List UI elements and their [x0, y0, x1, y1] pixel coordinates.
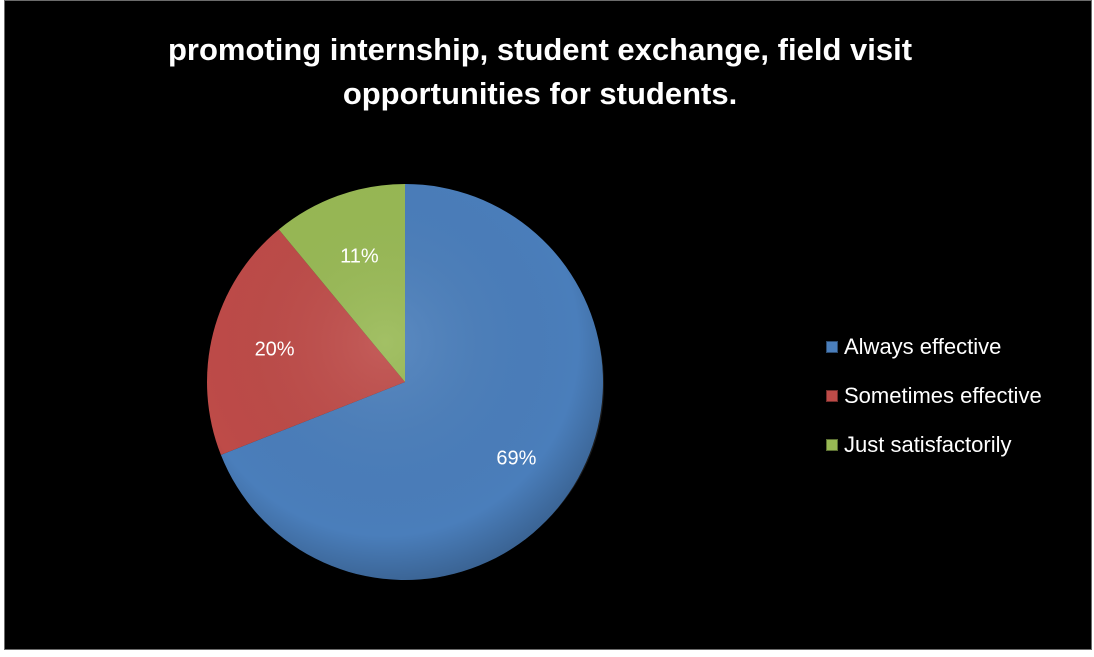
data-label-sometimes-effective: 20% — [255, 339, 295, 361]
legend: Always effective Sometimes effective Jus… — [826, 322, 1042, 469]
legend-item-just-satisfactorily: Just satisfactorily — [826, 420, 1042, 469]
data-label-always-effective: 69% — [496, 448, 536, 470]
pie-data-labels: 69% 20% 11% — [255, 245, 537, 469]
legend-swatch-sometimes-effective — [826, 389, 838, 402]
data-label-just-satisfactorily: 11% — [340, 245, 379, 267]
legend-label-always-effective: Always effective — [844, 333, 1002, 359]
legend-item-sometimes-effective: Sometimes effective — [826, 371, 1042, 420]
legend-label-sometimes-effective: Sometimes effective — [844, 382, 1042, 408]
legend-swatch-always-effective — [826, 340, 838, 353]
pie-slices — [206, 184, 604, 581]
legend-item-always-effective: Always effective — [826, 322, 1042, 371]
legend-label-just-satisfactorily: Just satisfactorily — [844, 431, 1012, 457]
legend-swatch-just-satisfactorily — [826, 438, 838, 451]
chart-title: promoting internship, student exchange, … — [167, 32, 913, 111]
